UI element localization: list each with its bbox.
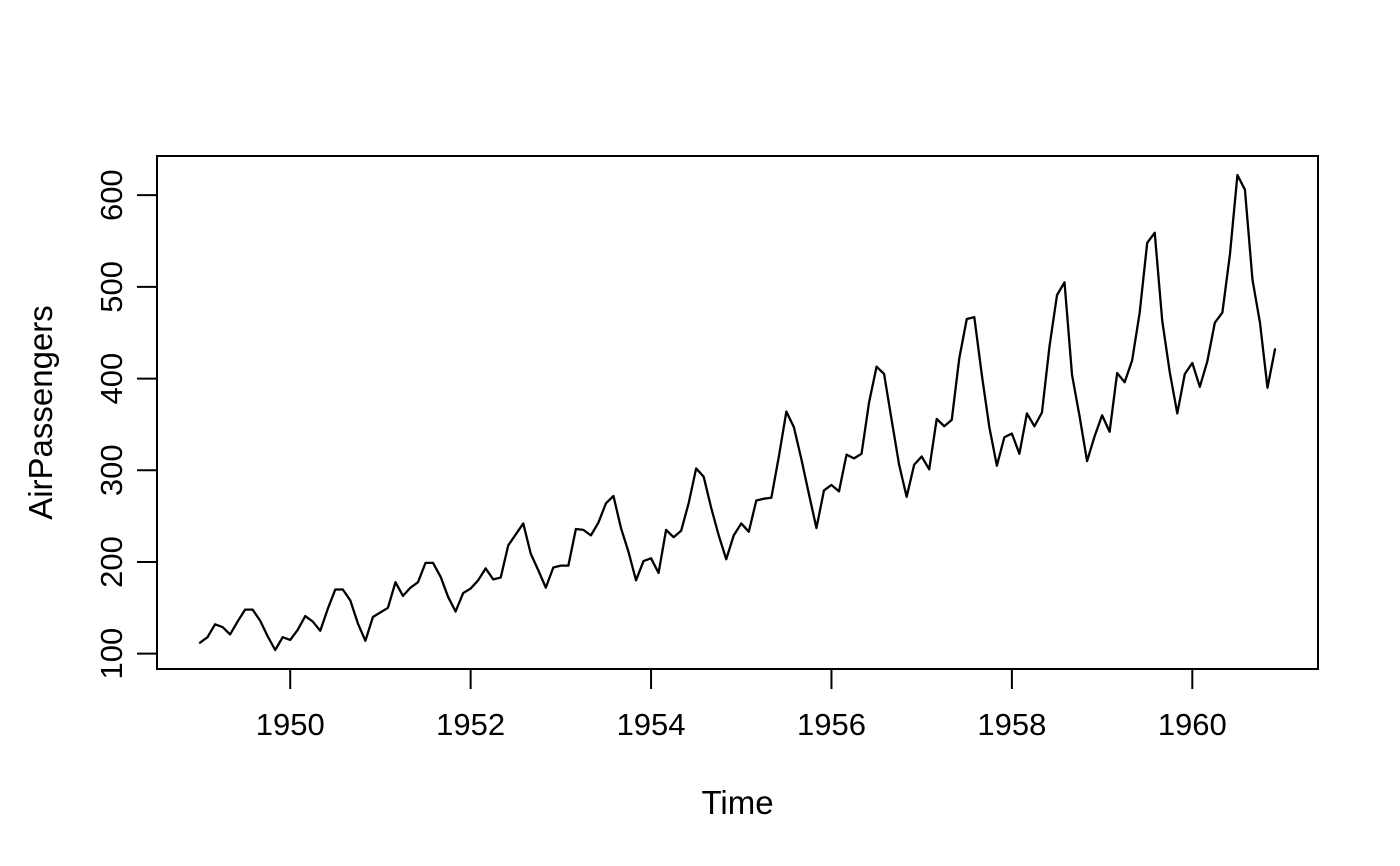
y-axis: 100 200 300 400 500 600	[94, 169, 157, 680]
x-tick-label: 1950	[256, 707, 325, 742]
y-tick-label: 400	[94, 353, 129, 405]
x-tick-label: 1956	[797, 707, 866, 742]
y-tick-label: 600	[94, 169, 129, 221]
time-series-line	[198, 173, 1277, 652]
y-tick-label: 100	[94, 628, 129, 680]
y-tick-label: 300	[94, 444, 129, 496]
plot-box	[156, 155, 1319, 670]
y-axis-title: AirPassengers	[22, 305, 59, 520]
x-tick-label: 1952	[436, 707, 505, 742]
x-tick-label: 1960	[1158, 707, 1227, 742]
x-axis: 1950 1952 1954 1956 1958 1960	[256, 669, 1227, 742]
x-axis-title: Time	[701, 784, 773, 821]
y-tick-label: 200	[94, 536, 129, 588]
x-tick-label: 1954	[617, 707, 686, 742]
x-tick-label: 1958	[977, 707, 1046, 742]
y-tick-label: 500	[94, 261, 129, 313]
